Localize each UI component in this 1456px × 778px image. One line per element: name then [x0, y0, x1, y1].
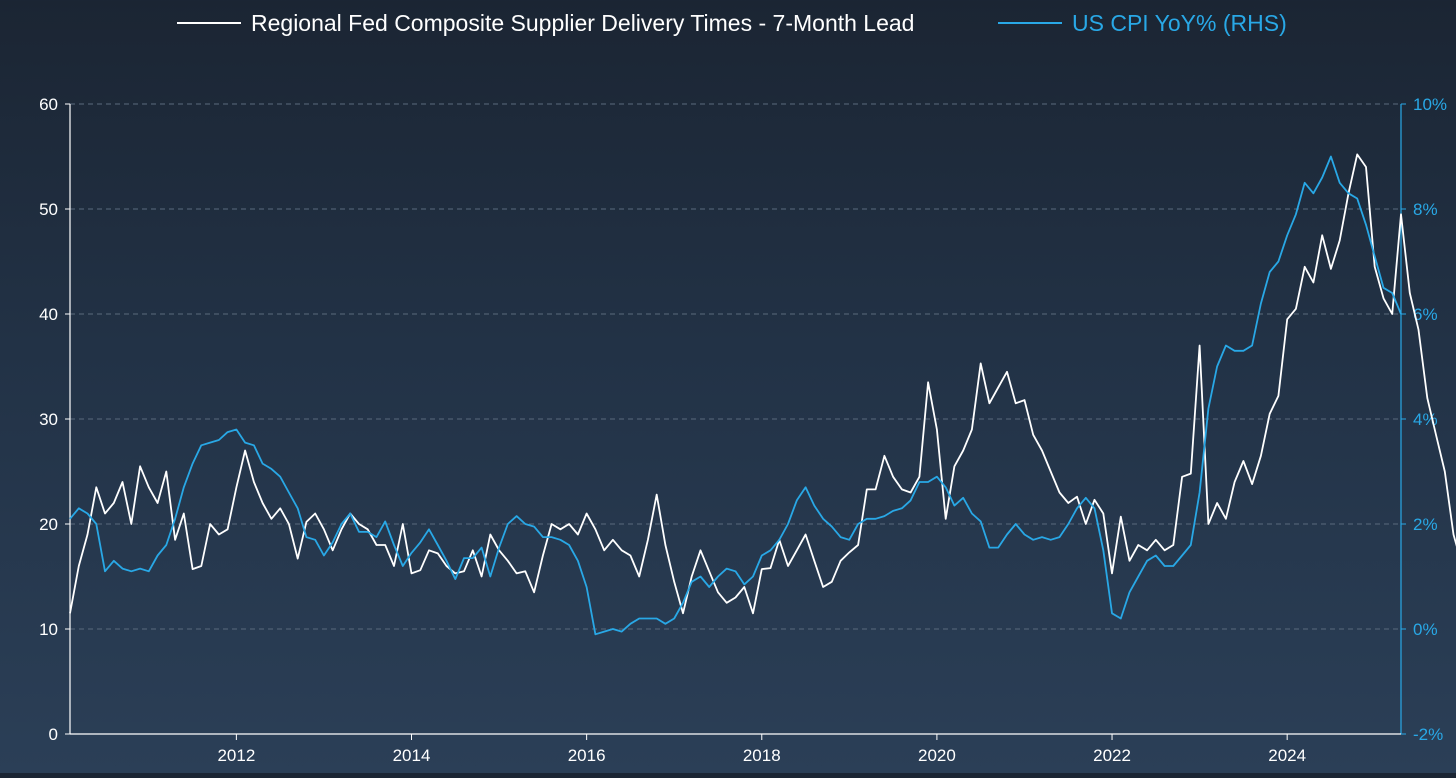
y-right-tick-label: 6%: [1413, 305, 1438, 324]
y-left-tick-label: 40: [39, 305, 58, 324]
y-right-tick-label: 10%: [1413, 95, 1447, 114]
legend: Regional Fed Composite Supplier Delivery…: [177, 10, 1287, 36]
y-left-tick-label: 20: [39, 515, 58, 534]
y-left-tick-label: 0: [49, 725, 58, 744]
x-tick-label: 2022: [1093, 746, 1131, 765]
y-left-tick-label: 30: [39, 410, 58, 429]
x-tick-label: 2012: [217, 746, 255, 765]
y-right-tick-label: -2%: [1413, 725, 1443, 744]
x-tick-label: 2016: [568, 746, 606, 765]
x-tick-label: 2020: [918, 746, 956, 765]
y-left-tick-label: 10: [39, 620, 58, 639]
x-tick-label: 2014: [393, 746, 431, 765]
y-left-tick-label: 50: [39, 200, 58, 219]
y-right-tick-label: 2%: [1413, 515, 1438, 534]
gridlines: [70, 103, 1401, 630]
legend-label-us-cpi: US CPI YoY% (RHS): [1072, 10, 1287, 36]
x-tick-label: 2018: [743, 746, 781, 765]
y-left-tick-label: 60: [39, 95, 58, 114]
series-lines: [69, 153, 1456, 636]
legend-label-supplier-delivery: Regional Fed Composite Supplier Delivery…: [251, 10, 914, 36]
series-line-us-cpi: [69, 155, 1402, 636]
x-tick-label: 2024: [1268, 746, 1306, 765]
y-right-tick-label: 0%: [1413, 620, 1438, 639]
y-right-tick-label: 8%: [1413, 200, 1438, 219]
series-line-supplier-delivery: [69, 153, 1456, 615]
